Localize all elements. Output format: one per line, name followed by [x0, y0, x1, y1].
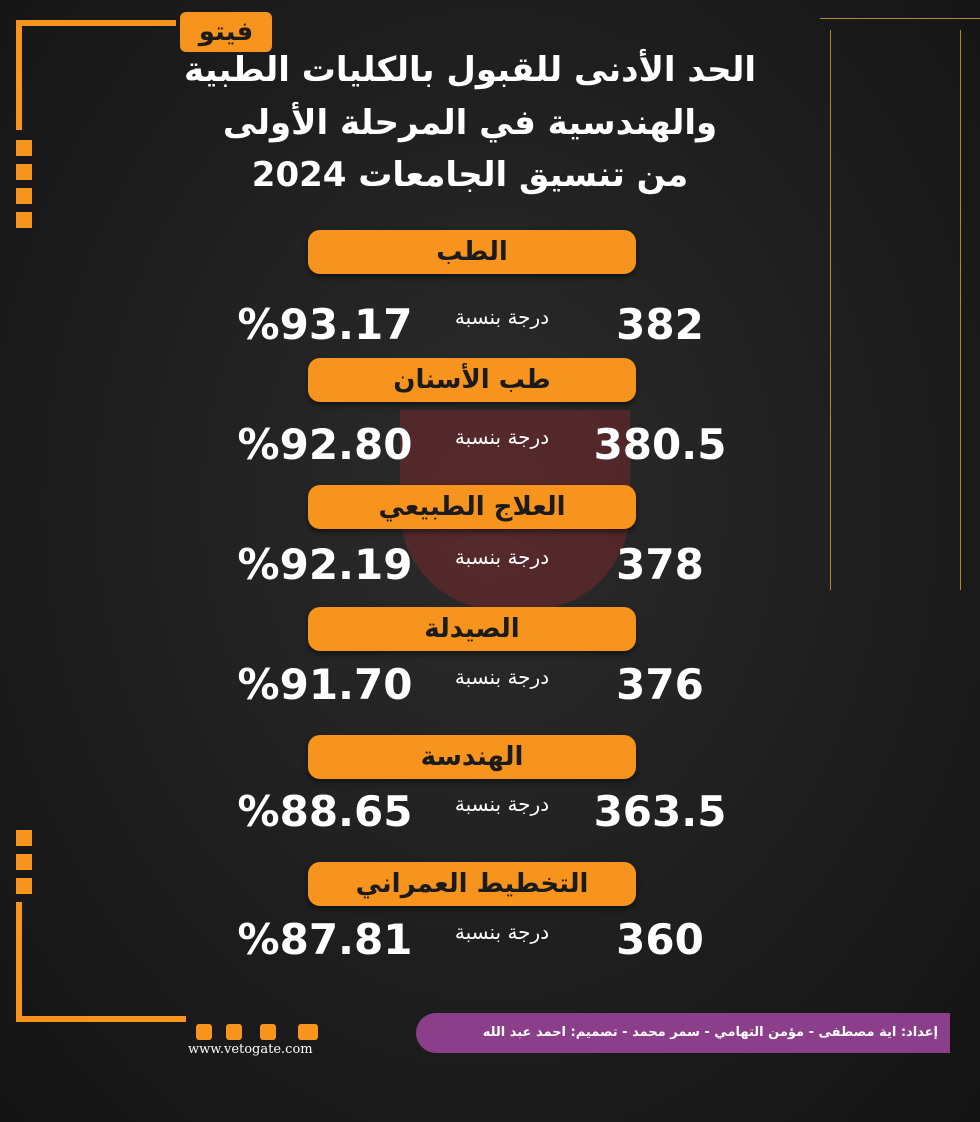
frame [16, 140, 32, 156]
frame [960, 30, 961, 590]
percent: %92.19 [237, 540, 413, 589]
frame [16, 902, 22, 1022]
website: www.vetogate.com [188, 1042, 313, 1057]
percent: %87.81 [237, 915, 413, 964]
frame [16, 212, 32, 228]
credits: إعداد: اية مصطفى - مؤمن التهامي - سمر مح… [416, 1013, 950, 1053]
score-label: درجة بنسبة [454, 920, 550, 944]
frame [830, 30, 831, 590]
score: 376 [616, 660, 704, 709]
score: 360 [616, 915, 704, 964]
score: 378 [616, 540, 704, 589]
score-label: درجة بنسبة [454, 792, 550, 816]
title-line: الحد الأدنى للقبول بالكليات الطبية [184, 50, 756, 90]
frame [16, 188, 32, 204]
score-label: درجة بنسبة [454, 665, 550, 689]
faculty-pill: الهندسة [308, 735, 636, 779]
instagram-icon[interactable] [260, 1024, 276, 1040]
title-line: والهندسية في المرحلة الأولى [222, 103, 718, 143]
youtube-icon[interactable] [298, 1024, 318, 1040]
score-label: درجة بنسبة [454, 425, 550, 449]
frame [16, 854, 32, 870]
percent: %92.80 [237, 420, 413, 469]
faculty-pill: الطب [308, 230, 636, 274]
frame [16, 20, 176, 26]
score-label: درجة بنسبة [454, 545, 550, 569]
frame [16, 878, 32, 894]
score: 380.5 [593, 420, 727, 469]
faculty-pill: الصيدلة [308, 607, 636, 651]
faculty-pill: العلاج الطبيعي [308, 485, 636, 529]
logo: فيتو [180, 12, 272, 52]
frame [16, 1016, 186, 1022]
percent: %93.17 [237, 300, 413, 349]
frame [16, 830, 32, 846]
faculty-pill: طب الأسنان [308, 358, 636, 402]
frame [16, 20, 22, 130]
score: 382 [616, 300, 704, 349]
frame [820, 18, 980, 19]
facebook-icon[interactable] [196, 1024, 212, 1040]
faculty-pill: التخطيط العمراني [308, 862, 636, 906]
score-label: درجة بنسبة [454, 305, 550, 329]
score: 363.5 [593, 787, 727, 836]
frame [16, 164, 32, 180]
percent: %88.65 [237, 787, 413, 836]
twitter-icon[interactable] [226, 1024, 242, 1040]
title-line: من تنسيق الجامعات 2024 [251, 155, 689, 195]
percent: %91.70 [237, 660, 413, 709]
